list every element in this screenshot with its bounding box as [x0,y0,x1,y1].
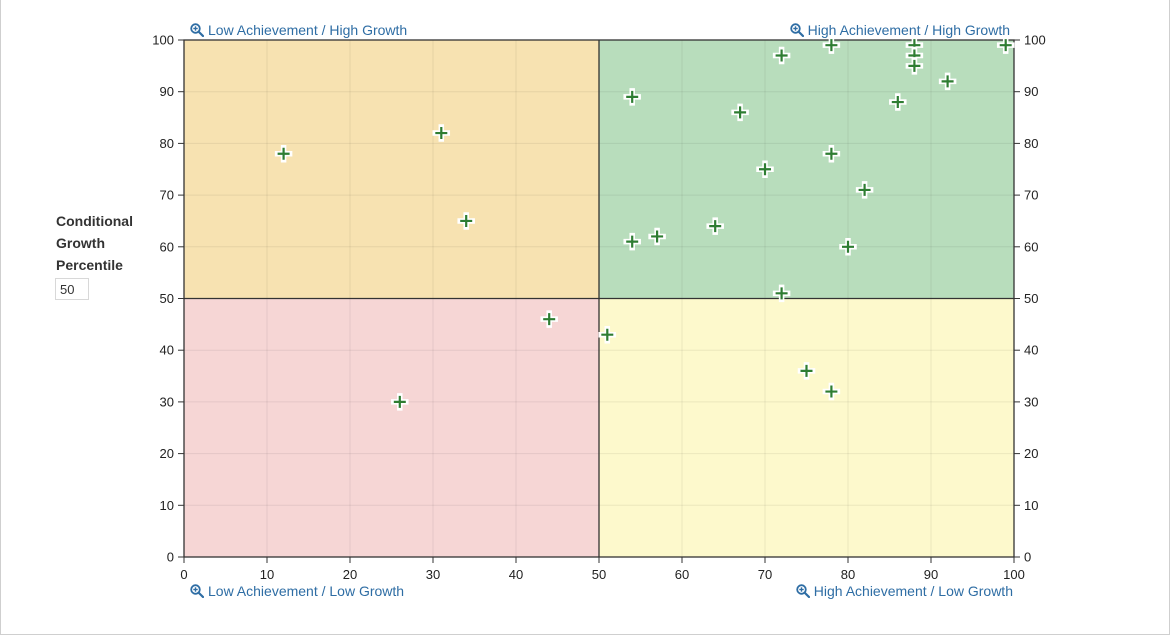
quadrant-link-label: Low Achievement / Low Growth [208,583,405,599]
data-point[interactable] [731,103,749,122]
y-tick-label-right: 60 [1024,239,1038,254]
x-tick-label: 100 [1003,567,1025,582]
x-tick-label: 10 [260,567,274,582]
x-tick-label: 60 [675,567,689,582]
y-tick-label-right: 70 [1024,188,1038,203]
quadrant-link-label: High Achievement / High Growth [807,22,1010,38]
y-tick-label-left: 40 [160,343,174,358]
data-point[interactable] [772,284,791,303]
x-tick-label: 20 [343,567,357,582]
data-point[interactable] [756,160,774,178]
data-point[interactable] [648,227,666,246]
y-tick-label-right: 90 [1024,84,1038,99]
data-point[interactable] [623,232,641,251]
y-tick-label-right: 100 [1024,33,1046,48]
x-tick-label: 30 [426,567,440,582]
data-point[interactable] [822,382,841,401]
data-point[interactable] [905,57,924,75]
data-point[interactable] [938,72,957,91]
x-tick-label: 70 [758,567,772,582]
zoom-in-icon [796,584,810,598]
zoom-high-achievement-low-growth-link[interactable]: High Achievement / Low Growth [796,583,1013,599]
y-tick-label-right: 50 [1024,291,1038,306]
y-tick-label-left: 0 [167,550,174,565]
y-axis-label-line2: Growth [56,235,105,251]
y-tick-label-left: 100 [152,33,174,48]
x-tick-label: 50 [592,567,606,582]
y-tick-label-left: 60 [160,239,174,254]
y-axis-label-line1: Conditional [56,213,133,229]
data-point[interactable] [822,144,841,163]
x-tick-label: 90 [924,567,938,582]
y-tick-label-left: 50 [160,291,174,306]
x-tick-label: 40 [509,567,523,582]
data-point[interactable] [540,310,558,328]
zoom-high-achievement-high-growth-link[interactable]: High Achievement / High Growth [789,22,1010,38]
data-point[interactable] [855,181,874,199]
data-point[interactable] [839,238,857,256]
y-tick-label-left: 80 [160,136,174,151]
y-tick-label-right: 40 [1024,343,1038,358]
y-tick-label-left: 90 [160,84,174,99]
y-axis-label: Conditional Growth Percentile [56,210,156,276]
zoom-in-icon [789,23,804,37]
data-point[interactable] [598,325,617,344]
y-tick-label-right: 20 [1024,446,1038,461]
data-point[interactable] [772,46,791,65]
quadrant-low-achievement-high-growth [184,40,599,299]
cgp-threshold-input[interactable] [55,278,89,300]
quadrant-low-achievement-low-growth [184,298,599,557]
x-tick-label: 80 [841,567,855,582]
y-tick-label-right: 0 [1024,550,1031,565]
y-tick-label-left: 30 [160,394,174,409]
quadrant-link-label: High Achievement / Low Growth [813,583,1013,599]
quadrant-high-achievement-low-growth [599,298,1014,557]
data-point[interactable] [432,124,451,142]
data-point[interactable] [996,36,1015,54]
quadrant-link-label: Low Achievement / High Growth [208,22,408,38]
y-tick-label-left: 20 [160,446,174,461]
zoom-in-icon [190,584,204,598]
data-point[interactable] [822,36,841,54]
data-point[interactable] [391,393,409,411]
y-tick-label-left: 10 [160,498,174,513]
zoom-low-achievement-low-growth-link[interactable]: Low Achievement / Low Growth [190,583,404,599]
data-point[interactable] [623,88,641,106]
x-tick-label: 0 [180,567,187,582]
data-point[interactable] [889,93,907,111]
data-point[interactable] [706,217,724,235]
data-point[interactable] [797,362,816,380]
data-point[interactable] [274,144,293,163]
y-tick-label-left: 70 [160,188,174,203]
data-point[interactable] [457,212,475,230]
zoom-in-icon [190,23,204,37]
y-tick-label-right: 30 [1024,394,1038,409]
zoom-low-achievement-high-growth-link[interactable]: Low Achievement / High Growth [190,22,407,38]
y-tick-label-right: 10 [1024,498,1038,513]
y-tick-label-right: 80 [1024,136,1038,151]
y-axis-label-line3: Percentile [56,257,123,273]
